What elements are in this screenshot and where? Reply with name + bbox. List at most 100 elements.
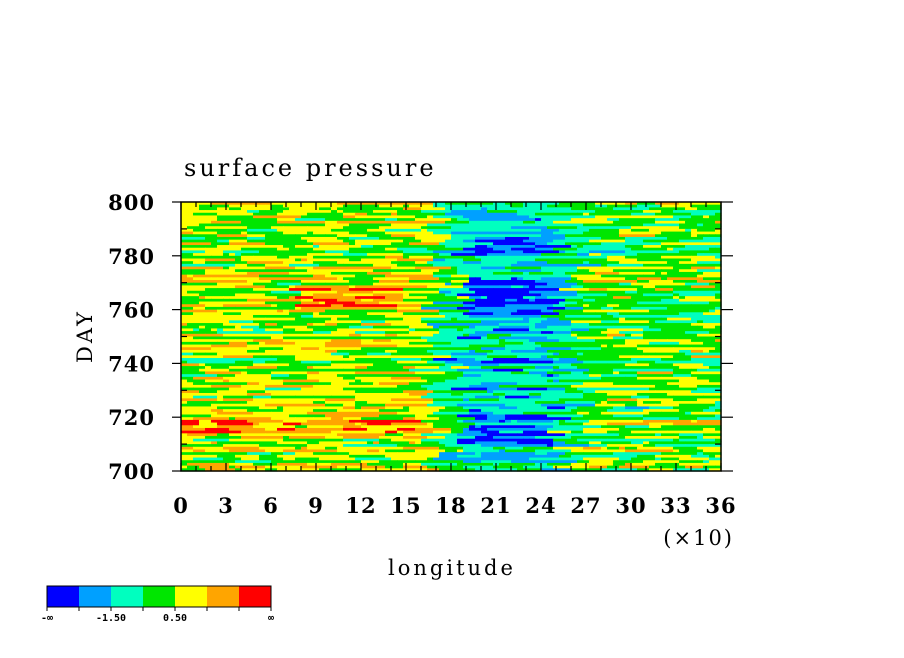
heatmap-cell xyxy=(277,304,296,308)
heatmap-cell xyxy=(289,468,320,472)
heatmap-cell xyxy=(685,449,704,453)
heatmap-cell xyxy=(349,282,374,286)
heatmap-cell xyxy=(229,207,242,211)
heatmap-cell xyxy=(559,242,566,246)
heatmap-cell xyxy=(679,258,692,262)
heatmap-cell xyxy=(451,454,458,459)
heatmap-cell xyxy=(583,204,596,208)
heatmap-cell xyxy=(283,457,296,461)
heatmap-cell xyxy=(247,392,272,397)
heatmap-cell xyxy=(697,336,722,340)
heatmap-cell xyxy=(187,462,212,467)
heatmap-cell xyxy=(469,280,500,284)
heatmap-cell xyxy=(361,425,398,429)
heatmap-cell xyxy=(367,452,398,456)
heatmap-cell xyxy=(487,269,512,273)
heatmap-cell xyxy=(193,274,200,278)
heatmap-cell xyxy=(475,436,494,440)
heatmap-cell xyxy=(559,379,566,383)
heatmap-cell xyxy=(367,352,392,356)
heatmap-cell xyxy=(475,325,500,330)
heatmap-cell xyxy=(709,444,722,448)
heatmap-cell xyxy=(703,212,716,217)
heatmap-cell xyxy=(193,382,218,386)
heatmap-cell xyxy=(355,371,386,375)
heatmap-cell xyxy=(349,255,362,260)
heatmap-cell xyxy=(583,422,590,426)
heatmap-cell xyxy=(271,355,296,359)
heatmap-cell xyxy=(625,403,638,408)
heatmap-cell xyxy=(595,282,620,286)
heatmap-cell xyxy=(421,358,428,362)
heatmap-cell xyxy=(385,419,422,424)
heatmap-cell xyxy=(391,457,428,461)
heatmap-cell xyxy=(301,387,314,391)
heatmap-cell xyxy=(511,253,542,257)
heatmap-cell xyxy=(691,339,716,343)
heatmap-cell xyxy=(475,374,482,378)
heatmap-cell xyxy=(283,325,308,330)
heatmap-cell xyxy=(337,344,374,348)
heatmap-cell xyxy=(499,444,506,448)
heatmap-cell xyxy=(223,360,236,364)
heatmap-cell xyxy=(265,210,284,214)
heatmap-cell xyxy=(229,261,248,265)
heatmap-cell xyxy=(217,460,236,464)
heatmap-cell xyxy=(607,328,644,332)
heatmap-cell xyxy=(577,387,614,391)
heatmap-cell xyxy=(505,250,524,254)
heatmap-cell xyxy=(421,220,446,225)
heatmap-cell xyxy=(427,468,440,472)
heatmap-cell xyxy=(241,427,266,432)
heatmap-cell xyxy=(553,231,584,235)
heatmap-cell xyxy=(451,266,458,270)
heatmap-cell xyxy=(295,328,314,332)
heatmap-cell xyxy=(691,317,722,321)
heatmap-cell xyxy=(301,282,326,286)
heatmap-cell xyxy=(529,363,566,367)
heatmap-cell xyxy=(223,398,254,402)
heatmap-cell xyxy=(601,401,608,405)
heatmap-cell xyxy=(505,293,542,297)
heatmap-cell xyxy=(481,454,494,459)
heatmap-cell xyxy=(253,274,260,278)
heatmap-cell xyxy=(505,403,518,408)
heatmap-cell xyxy=(691,320,698,324)
heatmap-cell xyxy=(259,401,266,405)
heatmap-cell xyxy=(451,392,464,397)
heatmap-cell xyxy=(433,422,446,426)
heatmap-cell xyxy=(421,401,434,405)
heatmap-cell xyxy=(313,454,350,459)
heatmap-cell xyxy=(445,436,476,440)
heatmap-cell xyxy=(181,460,200,464)
heatmap-cell xyxy=(211,304,224,308)
heatmap-cell xyxy=(553,366,560,370)
heatmap-cell xyxy=(289,312,314,316)
heatmap-cell xyxy=(433,231,452,235)
heatmap-cell xyxy=(409,328,416,332)
heatmap-cell xyxy=(397,460,416,464)
heatmap-cell xyxy=(595,210,632,214)
heatmap-cell xyxy=(505,366,536,370)
heatmap-cell xyxy=(181,398,218,402)
heatmap-cell xyxy=(355,312,368,316)
heatmap-cell xyxy=(589,344,602,348)
heatmap-cell xyxy=(493,293,506,297)
heatmap-cell xyxy=(601,202,614,206)
heatmap-cell xyxy=(205,325,236,330)
heatmap-cell xyxy=(355,398,392,402)
heatmap-cell xyxy=(565,314,602,319)
heatmap-cell xyxy=(331,419,350,424)
heatmap-cell xyxy=(391,212,398,217)
heatmap-cell xyxy=(457,269,464,273)
heatmap-cell xyxy=(529,317,536,321)
heatmap-cell xyxy=(697,355,722,359)
heatmap-cell xyxy=(295,457,320,461)
heatmap-cell xyxy=(283,449,296,453)
heatmap-cell xyxy=(541,312,560,316)
heatmap-cell xyxy=(709,392,722,397)
heatmap-cell xyxy=(259,271,290,276)
heatmap-cell xyxy=(565,403,596,408)
heatmap-cell xyxy=(427,457,434,461)
heatmap-cell xyxy=(493,371,512,375)
